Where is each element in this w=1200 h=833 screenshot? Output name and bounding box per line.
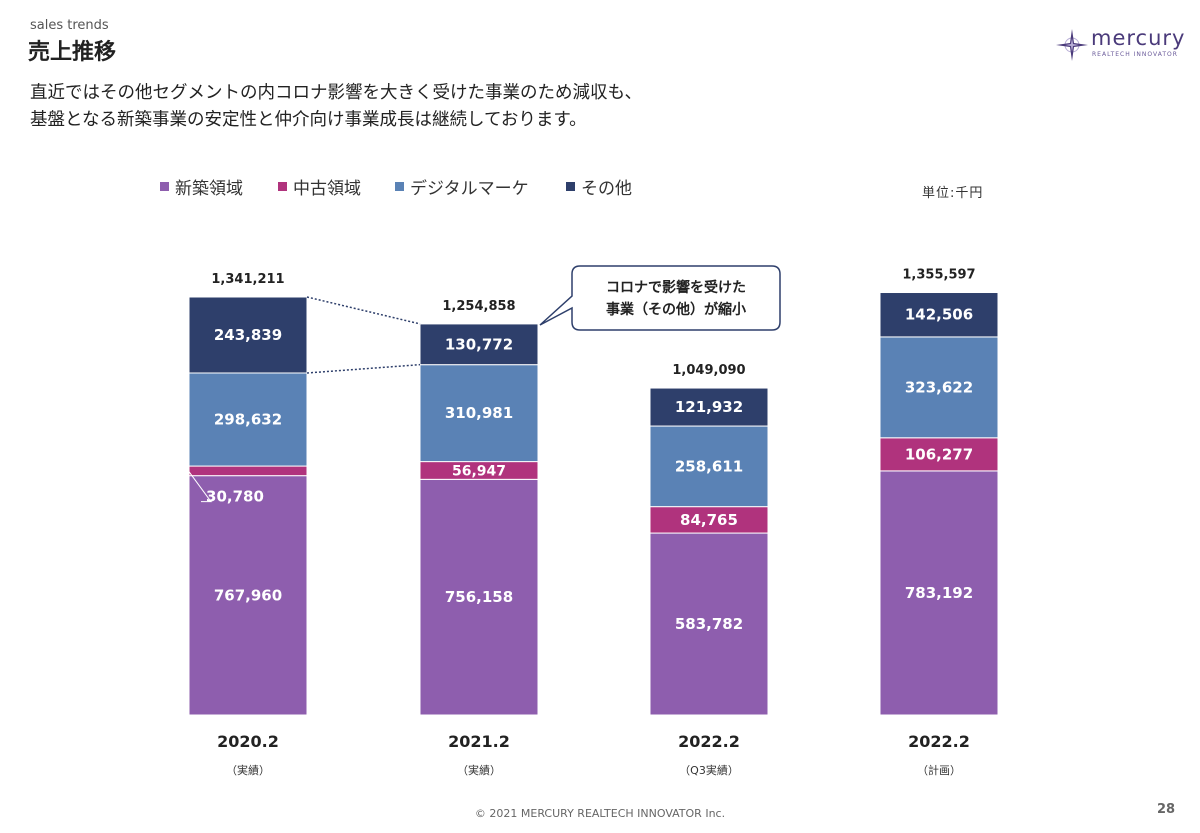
comparison-line-top <box>306 296 421 325</box>
stacked-bar-chart: 新築領域 中古領域 デジタルマーケ その他 767,960 30,780 298,632 24… <box>160 178 999 777</box>
bar-segment-4-3 <box>879 336 999 439</box>
bar-segment-3-3 <box>649 425 769 508</box>
data-label-4-1: 783,192 <box>905 584 973 602</box>
data-label-1-4: 243,839 <box>214 326 282 344</box>
data-label-4-4: 142,506 <box>905 306 973 324</box>
data-label-1-1: 767,960 <box>214 586 282 604</box>
company-logo: mercury REALTECH INNOVATOR <box>1055 24 1185 64</box>
bar-segment-1-2 <box>188 465 308 477</box>
callout-line-1: コロナで影響を受けた <box>606 279 746 296</box>
category-sublabel-3: （Q3実績） <box>679 763 739 777</box>
description-line-1: 直近ではその他セグメントの内コロナ影響を大きく受けた事業のため減収も、 <box>30 83 642 103</box>
unit-label: 単位:千円 <box>922 186 984 201</box>
category-label-2: 2021.2 <box>448 732 510 751</box>
data-label-3-1: 583,782 <box>675 615 743 633</box>
legend-swatch-4 <box>566 182 575 191</box>
legend-label-3: デジタルマーケ <box>410 178 529 199</box>
bar-segment-1-3 <box>188 372 308 467</box>
logo-tagline: REALTECH INNOVATOR <box>1092 51 1178 58</box>
bar-segment-3-4 <box>649 387 769 427</box>
legend-label-1: 新築領域 <box>175 179 243 199</box>
bar-segment-2-3 <box>419 364 539 463</box>
bar-segment-1-4 <box>188 296 308 374</box>
comparison-line-bottom <box>306 363 421 374</box>
bar-segment-4-1 <box>879 470 999 716</box>
callout-line-2: 事業（その他）が縮小 <box>606 301 746 318</box>
legend-swatch-3 <box>395 182 404 191</box>
legend-swatch-1 <box>160 182 169 191</box>
description: 直近ではその他セグメントの内コロナ影響を大きく受けた事業のため減収も、 基盤とな… <box>30 80 642 134</box>
footer-copyright: © 2021 MERCURY REALTECH INNOVATOR Inc. <box>474 807 726 820</box>
data-label-3-2: 84,765 <box>680 511 738 529</box>
category-sublabel-2: （実績） <box>457 763 501 777</box>
slide-kicker: sales trends <box>30 18 109 33</box>
data-label-4-3: 323,622 <box>905 378 973 396</box>
compass-star-icon <box>1056 29 1088 61</box>
category-label-1: 2020.2 <box>217 732 279 751</box>
description-line-2: 基盤となる新築事業の安定性と仲介向け事業成長は継続しております。 <box>30 110 587 130</box>
page-number: 28 <box>1157 802 1176 817</box>
category-sublabel-4: （計画） <box>917 763 961 777</box>
total-label-1: 1,341,211 <box>211 272 284 287</box>
callout-box <box>539 265 781 331</box>
data-label-3-4: 121,932 <box>675 398 743 416</box>
category-sublabel-1: （実績） <box>226 763 270 777</box>
leader-line-1-2 <box>188 471 212 503</box>
data-label-1-3: 298,632 <box>214 411 282 429</box>
bar-segment-1-1 <box>188 475 308 716</box>
bar-segment-2-1 <box>419 478 539 716</box>
data-label-2-3: 310,981 <box>445 404 513 422</box>
legend-swatch-2 <box>278 182 287 191</box>
total-label-3: 1,049,090 <box>672 363 745 378</box>
total-label-2: 1,254,858 <box>442 299 515 314</box>
legend-label-2: 中古領域 <box>293 179 361 199</box>
data-label-2-1: 756,158 <box>445 588 513 606</box>
data-label-3-3: 258,611 <box>675 457 743 475</box>
data-label-2-4: 130,772 <box>445 335 513 353</box>
bar-segment-4-2 <box>879 437 999 472</box>
bar-segment-4-4 <box>879 292 999 338</box>
page-title: 売上推移 <box>28 40 117 65</box>
legend-label-4: その他 <box>581 179 632 199</box>
total-label-4: 1,355,597 <box>902 268 975 283</box>
bar-segment-3-2 <box>649 506 769 534</box>
bar-segment-2-4 <box>419 323 539 366</box>
category-label-3: 2022.2 <box>678 732 740 751</box>
category-label-4: 2022.2 <box>908 732 970 751</box>
data-label-4-2: 106,277 <box>905 445 973 463</box>
logo-wordmark: mercury <box>1091 26 1186 50</box>
data-label-1-2: 30,780 <box>206 488 264 506</box>
bar-segment-3-1 <box>649 532 769 716</box>
data-label-2-2: 56,947 <box>452 463 506 479</box>
